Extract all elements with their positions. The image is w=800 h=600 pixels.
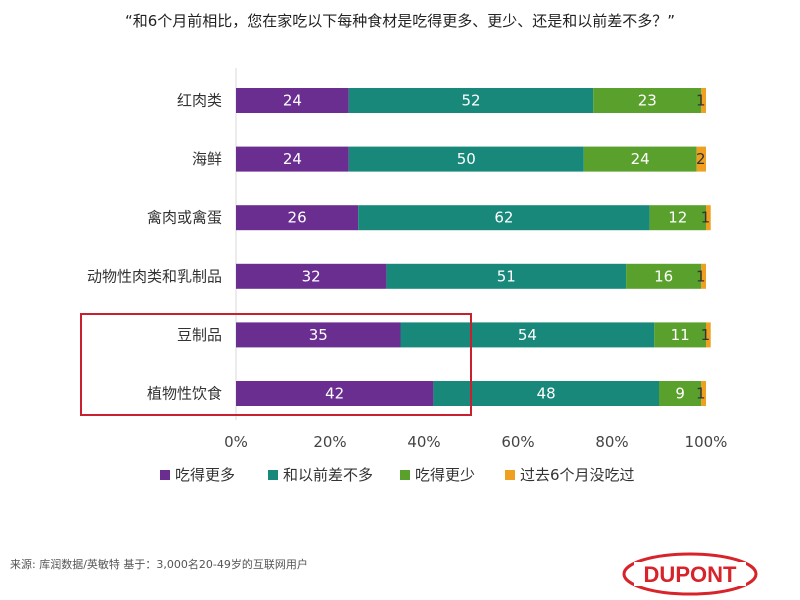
logo-oval (622, 552, 758, 596)
data-label: 26 (288, 209, 307, 227)
data-label: 24 (283, 92, 302, 110)
bar-segment (236, 381, 434, 406)
category-label: 植物性饮食 (147, 385, 222, 403)
data-label: 24 (631, 150, 650, 168)
bar-segment (659, 381, 702, 406)
data-label: 48 (537, 385, 556, 403)
category-label: 红肉类 (177, 92, 222, 110)
bar-segment (358, 205, 650, 231)
x-tick-label: 20% (313, 433, 346, 451)
category-label: 动物性肉类和乳制品 (87, 267, 222, 285)
bar-segment (654, 322, 706, 348)
highlight-box (80, 313, 472, 416)
data-label: 23 (638, 92, 657, 110)
data-label: 1 (701, 209, 711, 227)
bar-segment (706, 205, 711, 231)
data-label: 1 (696, 385, 706, 403)
data-label: 9 (675, 385, 685, 403)
bar-segment (236, 263, 387, 289)
legend-item: 吃得更多 (160, 466, 235, 484)
bar-segment (626, 263, 702, 289)
bar-segment (696, 146, 706, 172)
legend-label: 吃得更少 (415, 466, 475, 484)
legend-label: 过去6个月没吃过 (520, 466, 635, 484)
bar-segment (583, 146, 697, 172)
bar-segment (593, 88, 702, 113)
bar-segment (706, 322, 711, 348)
bar-segment (348, 88, 594, 113)
legend-label: 和以前差不多 (283, 466, 373, 484)
bar-segment (701, 381, 706, 406)
category-label: 海鲜 (192, 150, 222, 168)
bar-segment (400, 322, 655, 348)
dupont-logo: DUPONT (622, 552, 758, 596)
data-label: 35 (309, 326, 328, 344)
data-label: 1 (701, 326, 711, 344)
x-tick-label: 40% (407, 433, 440, 451)
legend-swatch (400, 470, 410, 480)
x-tick-label: 0% (224, 433, 248, 451)
category-label: 豆制品 (177, 326, 222, 344)
bar-segment (701, 88, 706, 113)
category-label: 禽肉或禽蛋 (147, 209, 222, 227)
bar-segment (348, 146, 584, 172)
data-label: 2 (696, 150, 706, 168)
legend-label: 吃得更多 (175, 466, 235, 484)
logo-wordmark: DUPONT (644, 562, 737, 587)
bar-segment (236, 205, 359, 231)
bar-segment (386, 263, 627, 289)
x-tick-label: 80% (595, 433, 628, 451)
bar-segment (649, 205, 706, 231)
legend-swatch (505, 470, 515, 480)
legend-swatch (160, 470, 170, 480)
data-label: 62 (494, 209, 513, 227)
data-label: 11 (671, 326, 690, 344)
data-label: 24 (283, 150, 302, 168)
legend-item: 和以前差不多 (268, 466, 373, 484)
data-label: 1 (696, 92, 706, 110)
x-tick-label: 60% (501, 433, 534, 451)
data-label: 16 (654, 267, 673, 285)
chart-title: “和6个月前相比，您在家吃以下每种食材是吃得更多、更少、还是和以前差不多？” (124, 12, 676, 30)
bar-segment (236, 88, 349, 113)
legend-item: 过去6个月没吃过 (505, 466, 635, 484)
bar-segment (236, 322, 401, 348)
data-label: 52 (461, 92, 480, 110)
source-note: 来源: 库润数据/英敏特 基于：3,000名20-49岁的互联网用户 (10, 558, 308, 571)
data-label: 12 (668, 209, 687, 227)
bar-segment (236, 146, 349, 172)
x-tick-label: 100% (685, 433, 728, 451)
data-label: 1 (696, 267, 706, 285)
legend-swatch (268, 470, 278, 480)
data-label: 32 (302, 267, 321, 285)
logo-band (634, 562, 746, 586)
data-label: 50 (457, 150, 476, 168)
bar-segment (701, 263, 706, 289)
data-label: 51 (497, 267, 516, 285)
data-label: 42 (325, 385, 344, 403)
data-label: 54 (518, 326, 537, 344)
legend-item: 吃得更少 (400, 466, 475, 484)
